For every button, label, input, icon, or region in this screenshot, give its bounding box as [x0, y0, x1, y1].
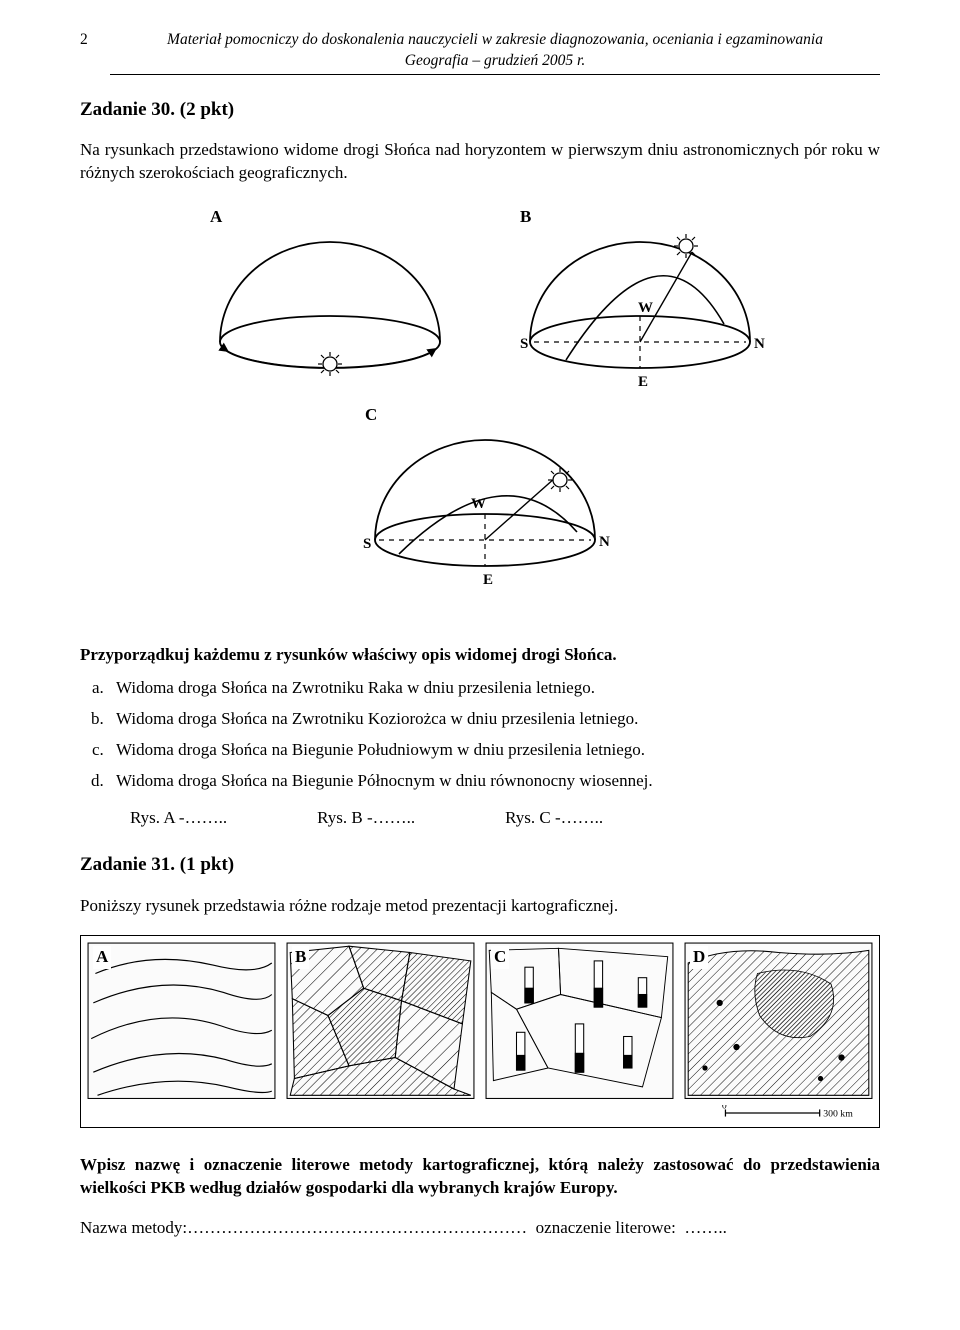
svg-text:W: W [638, 300, 653, 316]
map-D-label: D [690, 946, 708, 969]
option-c: Widoma droga Słońca na Biegunie Południo… [108, 739, 880, 762]
svg-text:E: E [638, 374, 648, 390]
svg-text:E: E [483, 572, 493, 588]
maps-panel: A B [80, 935, 880, 1129]
svg-text:S: S [363, 536, 371, 552]
map-B: B [286, 942, 475, 1100]
task30-options: Widoma droga Słońca na Zwrotniku Raka w … [108, 677, 880, 793]
answer-C: Rys. C -…….. [505, 807, 603, 830]
task31-heading: Zadanie 31. (1 pkt) [80, 852, 880, 878]
map-A-label: A [93, 946, 111, 969]
header-rule [110, 74, 880, 75]
svg-text:N: N [754, 336, 765, 352]
option-b: Widoma droga Słońca na Zwrotniku Kozioro… [108, 708, 880, 731]
svg-text:W: W [471, 496, 486, 512]
line1-dots: …………………………………………………… [187, 1218, 527, 1237]
line1-label: Nazwa metody: [80, 1218, 187, 1237]
option-d: Widoma droga Słońca na Biegunie Północny… [108, 770, 880, 793]
task31-answerline: Nazwa metody:…………………………………………………… oznacz… [80, 1217, 880, 1240]
answer-A: Rys. A -…….. [130, 807, 227, 830]
label-B: B [520, 207, 531, 226]
label-C: C [365, 405, 377, 424]
header-line1: Materiał pomocniczy do doskonalenia nauc… [110, 30, 880, 51]
map-scale: 0 300 km [87, 1103, 873, 1121]
task30-instruction: Przyporządkuj każdemu z rysunków właściw… [80, 644, 880, 667]
task30-answer-row: Rys. A -…….. Rys. B -…….. Rys. C -…….. [130, 807, 880, 830]
task31-intro: Poniższy rysunek przedstawia różne rodza… [80, 895, 880, 918]
task30-heading: Zadanie 30. (2 pkt) [80, 97, 880, 123]
line2-label: oznaczenie literowe: [536, 1218, 676, 1237]
task30-intro: Na rysunkach przedstawiono widome drogi … [80, 139, 880, 185]
header-line2: Geografia – grudzień 2005 r. [110, 51, 880, 72]
line2-dots: …….. [684, 1218, 727, 1237]
answer-B: Rys. B -…….. [317, 807, 415, 830]
map-A: A [87, 942, 276, 1100]
map-B-label: B [292, 946, 309, 969]
page-header: 2 Materiał pomocniczy do doskonalenia na… [80, 30, 880, 75]
map-C: C [485, 942, 674, 1100]
sun-path-diagrams: A B [80, 202, 880, 622]
label-A: A [210, 207, 223, 226]
svg-text:0: 0 [722, 1105, 727, 1112]
svg-text:300 km: 300 km [823, 1109, 853, 1120]
task31-final: Wpisz nazwę i oznaczenie literowe metody… [80, 1154, 880, 1200]
svg-text:N: N [599, 534, 610, 550]
map-C-label: C [491, 946, 509, 969]
page-number: 2 [80, 30, 98, 51]
map-D: D [684, 942, 873, 1100]
option-a: Widoma droga Słońca na Zwrotniku Raka w … [108, 677, 880, 700]
svg-text:S: S [520, 336, 528, 352]
